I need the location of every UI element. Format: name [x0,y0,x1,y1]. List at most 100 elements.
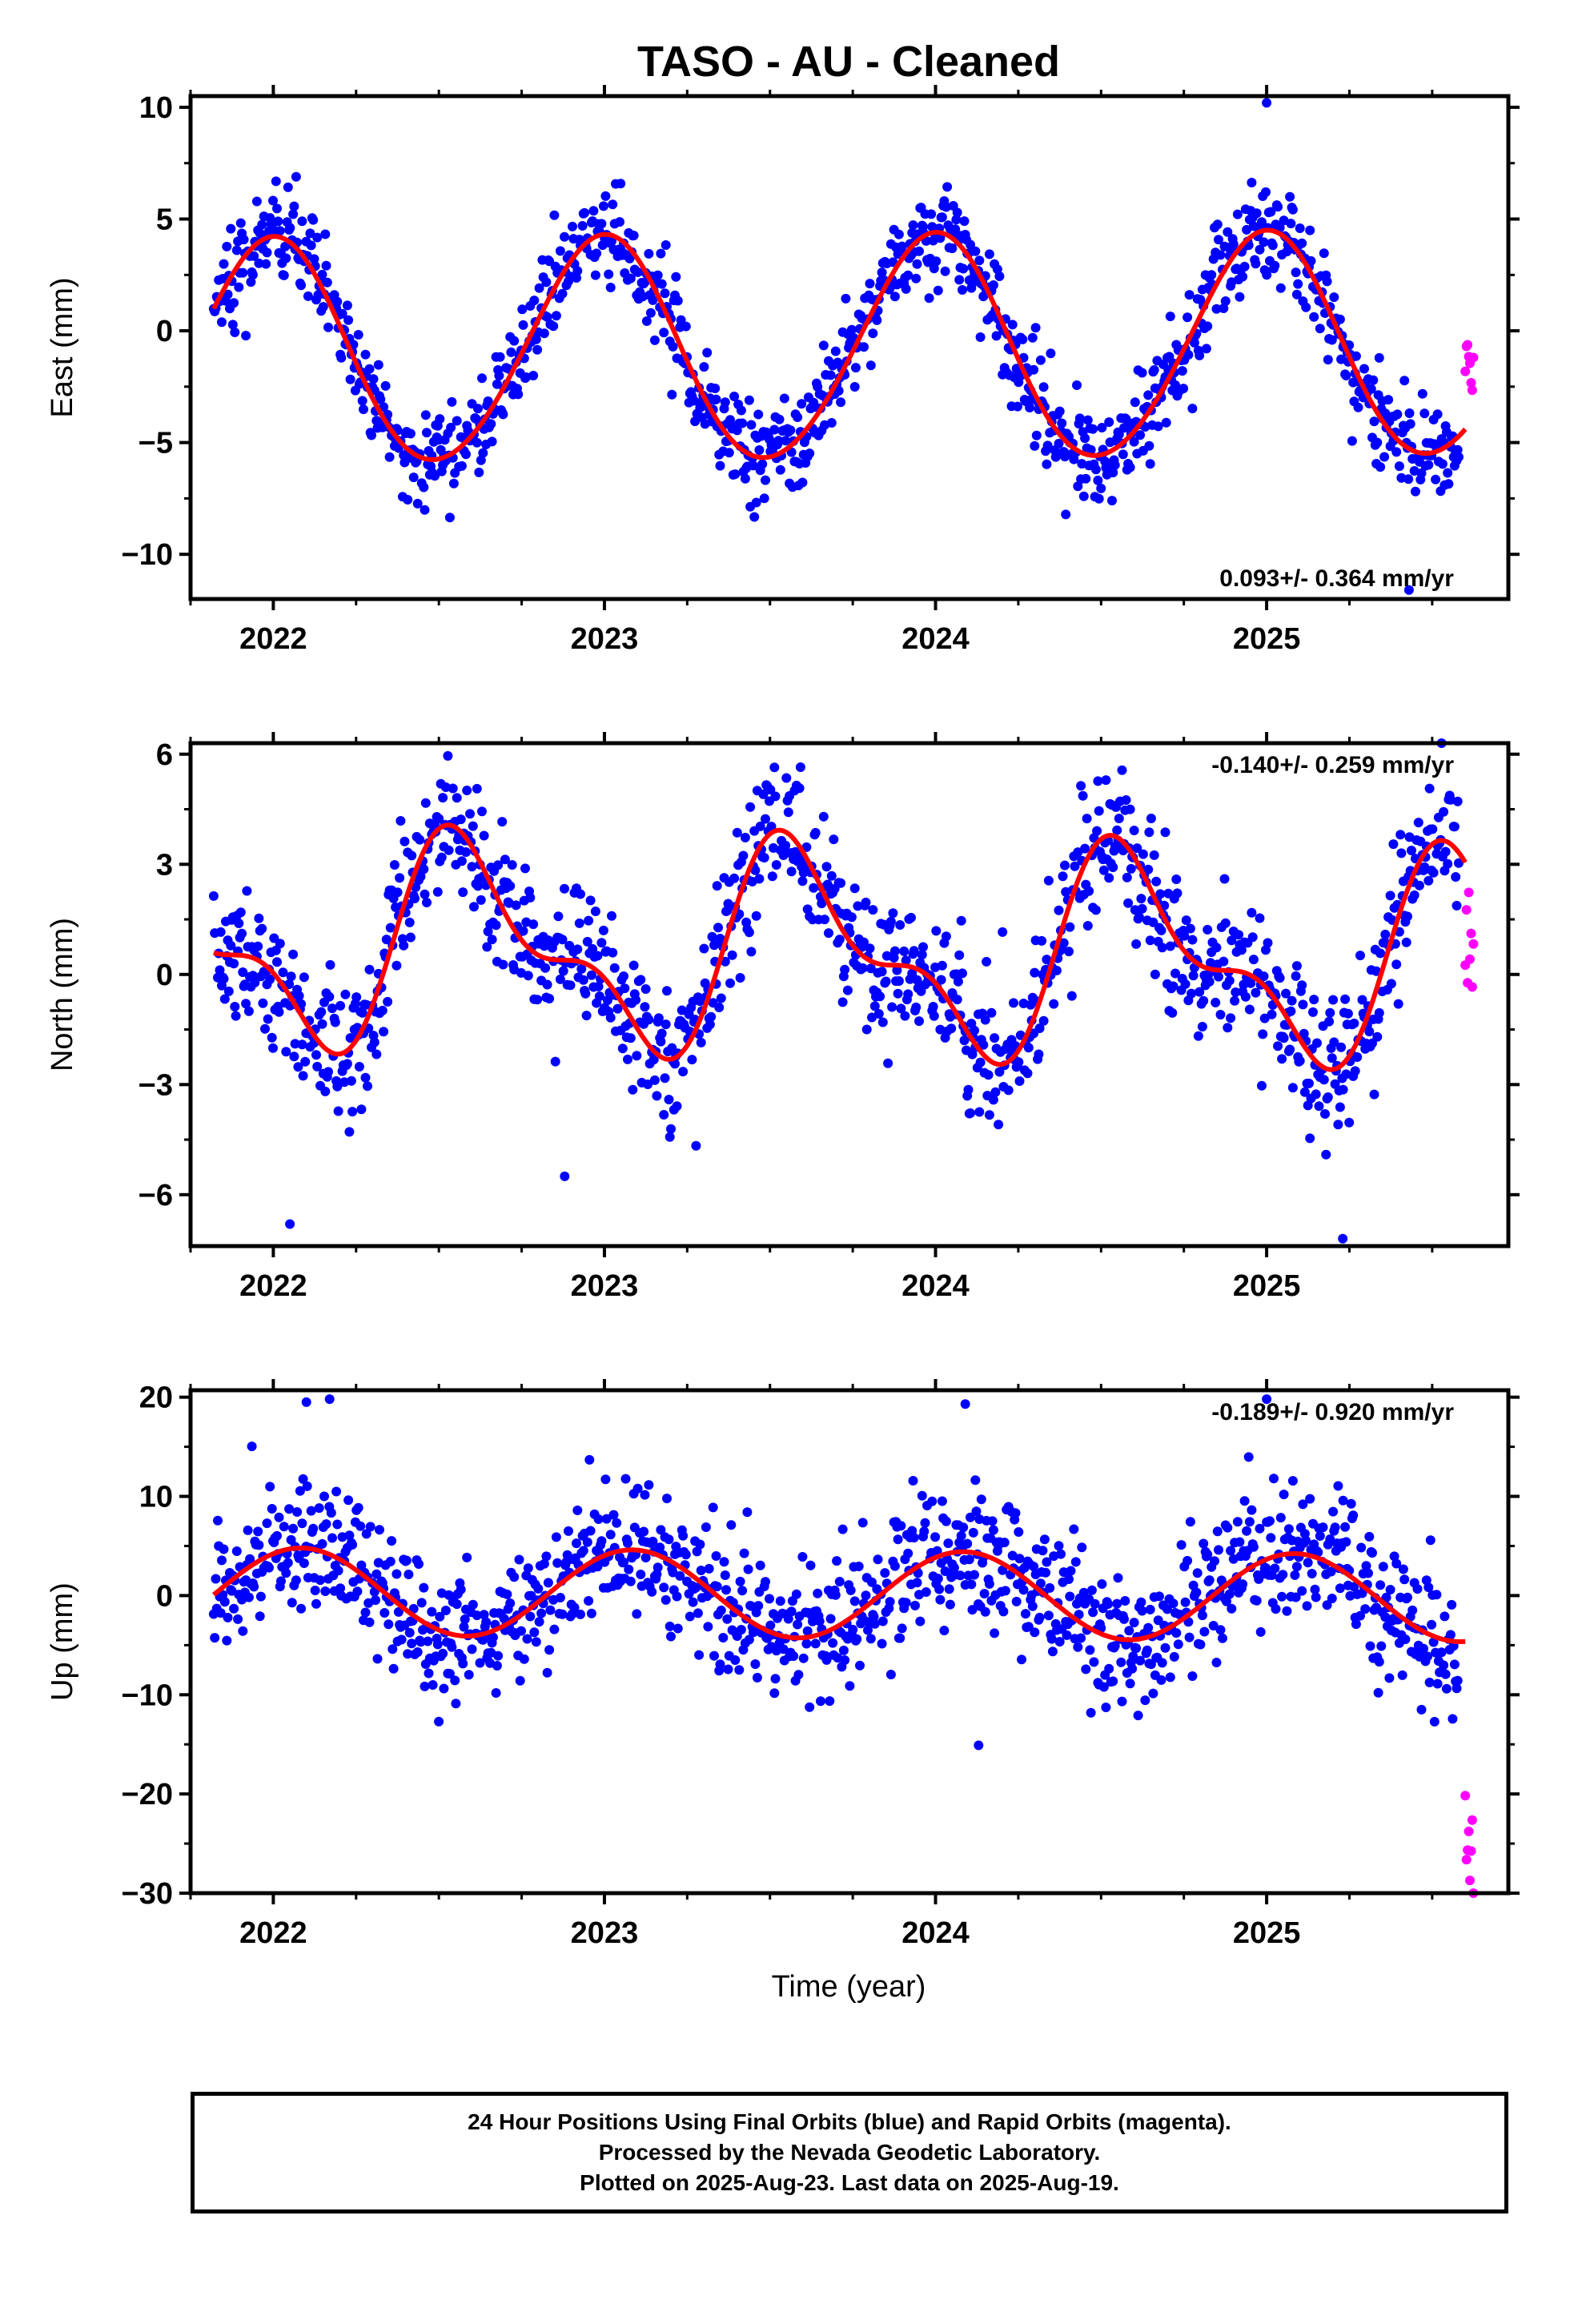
final-orbit-point [1003,1085,1014,1096]
final-orbit-point [1165,941,1175,951]
x-tick-label: 2024 [901,1916,970,1950]
final-orbit-point [1267,1009,1277,1019]
final-orbit-point [1251,208,1262,219]
final-orbit-point [1371,966,1382,976]
final-orbit-point [452,416,462,426]
y-tick-label: 20 [139,1381,173,1415]
final-orbit-point [893,229,904,239]
final-orbit-point [1081,473,1091,484]
final-orbit-point [1183,350,1194,360]
final-orbit-point [1182,312,1193,323]
final-orbit-point [509,336,520,346]
final-orbit-point [1215,1625,1226,1635]
final-orbit-point [1247,932,1258,943]
final-orbit-point [941,1516,951,1526]
final-orbit-point [1171,875,1182,884]
final-orbit-point [1247,178,1257,187]
final-orbit-point [477,806,487,817]
final-orbit-point [1423,460,1434,470]
final-orbit-point [652,1091,662,1101]
north-model-curve [213,822,1468,1072]
final-orbit-point [765,1620,776,1630]
final-orbit-point [748,460,758,471]
final-orbit-point [652,1562,663,1573]
final-orbit-point [1401,937,1411,947]
final-orbit-point [671,271,681,282]
final-orbit-point [751,497,761,508]
final-orbit-point [346,1076,356,1086]
final-orbit-point [736,405,746,416]
final-orbit-point [702,348,713,358]
final-orbit-point [1432,1679,1443,1689]
final-orbit-point [423,1636,433,1647]
final-orbit-point [467,862,477,872]
final-orbit-point [688,1597,698,1607]
final-orbit-point [231,1546,242,1556]
final-orbit-point [896,1521,906,1531]
final-orbit-point [826,870,837,881]
final-orbit-point [934,1584,945,1594]
final-orbit-point [1042,1557,1052,1567]
final-orbit-point [234,282,244,292]
final-orbit-point [238,1626,248,1636]
final-orbit-point [219,1544,229,1554]
final-orbit-point [1374,352,1384,363]
final-orbit-point [656,1525,666,1535]
final-orbit-point [1204,1575,1215,1586]
east-points [208,98,1479,595]
footer-line-1: 24 Hour Positions Using Final Orbits (bl… [468,2109,1231,2134]
final-orbit-point [1374,1657,1384,1667]
final-orbit-point [1101,775,1111,786]
final-orbit-point [491,1688,501,1698]
final-orbit-point [662,986,672,996]
final-orbit-point [1162,1604,1172,1614]
final-orbit-point [288,209,299,219]
final-orbit-point [1112,1598,1122,1609]
final-orbit-point [1137,368,1147,378]
final-orbit-point [1349,1018,1359,1028]
final-orbit-point [625,1576,636,1586]
final-orbit-point [990,1628,1000,1638]
final-orbit-point [773,436,784,446]
final-orbit-point [1208,1621,1219,1630]
final-orbit-point [291,1575,301,1586]
final-orbit-point [1403,1592,1412,1602]
final-orbit-point [720,397,730,408]
final-orbit-point [1452,444,1463,455]
final-orbit-point [1090,464,1101,475]
final-orbit-point [617,1043,628,1054]
final-orbit-point [588,206,599,216]
x-tick-label: 2024 [901,1269,970,1303]
final-orbit-point [737,1586,748,1596]
final-orbit-point [836,878,846,888]
y-tick-label: 10 [139,1481,173,1514]
final-orbit-point [500,854,510,865]
final-orbit-point [1335,1102,1345,1112]
final-orbit-point [840,1655,850,1665]
final-orbit-point [608,199,618,210]
final-orbit-point [1297,1586,1307,1596]
final-orbit-point [970,1570,979,1580]
final-orbit-point [1030,323,1041,333]
final-orbit-point [1259,971,1269,982]
final-orbit-point [586,1608,596,1618]
final-orbit-point [1355,1610,1365,1621]
final-orbit-point [1343,1008,1353,1019]
final-orbit-point [744,1634,754,1645]
final-orbit-point [1361,1561,1371,1571]
final-orbit-point [434,1716,444,1727]
final-orbit-point [834,1577,845,1586]
final-orbit-point [1355,951,1365,961]
final-orbit-point [1384,1673,1395,1683]
final-orbit-point [988,1525,998,1535]
final-orbit-point [952,207,962,218]
final-orbit-point [1042,459,1052,469]
final-orbit-point [1168,1598,1178,1609]
final-orbit-point [816,1696,825,1707]
final-orbit-point [523,971,533,981]
final-orbit-point [420,410,431,420]
final-orbit-point [476,455,486,465]
final-orbit-point [1231,987,1241,997]
final-orbit-point [299,1558,309,1568]
final-orbit-point [1086,1585,1097,1595]
